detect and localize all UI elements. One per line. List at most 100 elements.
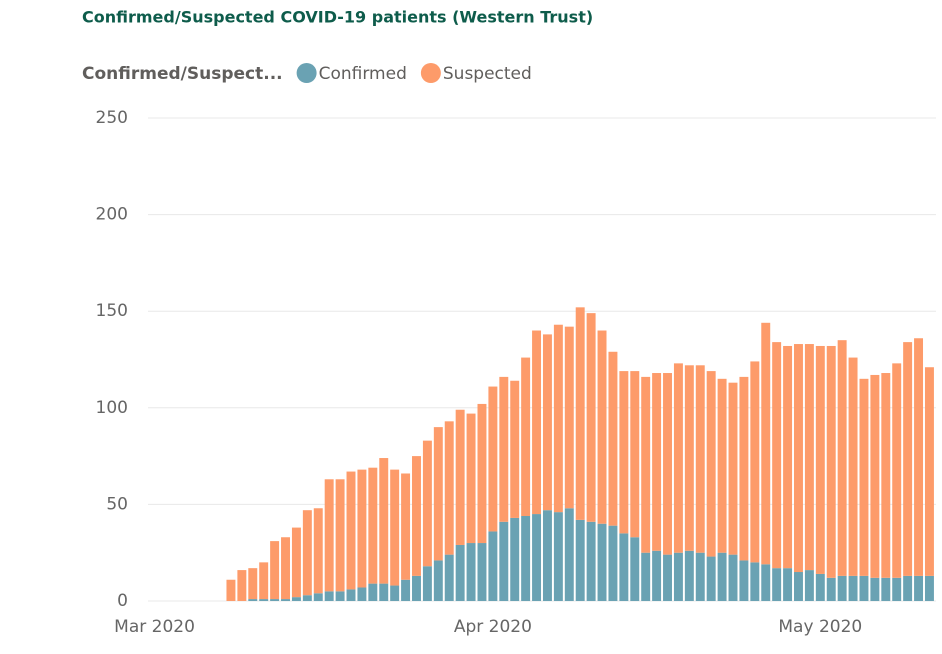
bar-segment [542, 334, 552, 511]
bar-segment [837, 340, 847, 576]
bar-segment [673, 363, 683, 553]
bar-segment [859, 378, 869, 576]
bar-segment [859, 575, 869, 601]
bar-segment [761, 322, 771, 565]
bar-segment [564, 326, 574, 509]
bar-segment [924, 575, 934, 601]
bar-segment [924, 367, 934, 576]
bar-segment [575, 519, 585, 601]
bar-segment [291, 527, 301, 598]
bar-segment [390, 469, 400, 586]
bar-segment [466, 413, 476, 544]
bar-segment [237, 570, 247, 601]
y-tick-label: 100 [96, 398, 128, 418]
bar-segment [281, 599, 290, 601]
bar-segment [914, 338, 924, 576]
bar-segment [259, 599, 269, 601]
bar-segment [684, 365, 694, 551]
bar-segment [455, 409, 465, 545]
legend-marker [296, 63, 317, 83]
bar-segment [379, 583, 389, 601]
bar-segment [553, 324, 563, 513]
bar-segment [346, 471, 356, 590]
bar-segment [761, 564, 771, 601]
legend-label: Confirmed [319, 64, 407, 84]
bar-segment [728, 554, 738, 601]
bar-segment [401, 579, 411, 601]
bar-segment [248, 599, 258, 601]
bar-segment [532, 514, 542, 601]
y-tick-label: 50 [106, 494, 128, 514]
bar-segment [422, 440, 432, 567]
legend-label: Suspected [443, 64, 532, 84]
bar-segment [346, 589, 356, 601]
bar-segment [412, 575, 421, 601]
bar-segment [586, 521, 596, 601]
bar-segment [357, 587, 367, 601]
bar-segment [739, 560, 749, 601]
bar-segment [281, 537, 290, 600]
bar-segment [542, 510, 552, 601]
bar-segment [892, 363, 902, 578]
bar-segment [597, 523, 607, 601]
bar-segment [892, 577, 902, 601]
bar-segment [695, 552, 705, 601]
bar-segment [586, 313, 596, 522]
bar-segment [630, 371, 640, 538]
bar-segment [444, 554, 454, 601]
bar-segment [728, 382, 738, 555]
bar-segment [903, 342, 913, 576]
bar-segment [553, 512, 563, 601]
bar-segment [652, 373, 662, 551]
bar-segment [619, 533, 629, 601]
bar-segment [302, 595, 312, 601]
bar-segment [815, 345, 825, 574]
bar-segment [477, 543, 487, 601]
bar-segment [826, 345, 836, 578]
bar-segment [783, 345, 793, 569]
bar-segment [815, 573, 825, 601]
legend-title: Confirmed/Suspect... [82, 64, 283, 84]
bar-segment [324, 591, 334, 601]
bar-segment [706, 371, 716, 557]
bar-segment [695, 365, 705, 553]
bar-segment [499, 376, 509, 522]
bar-segment [575, 307, 585, 520]
y-tick-label: 250 [96, 108, 128, 128]
bar-segment [488, 531, 498, 601]
bars [226, 307, 934, 601]
bar-segment [499, 521, 509, 601]
bar-segment [564, 508, 574, 601]
bar-segment [804, 344, 814, 571]
bar-segment [379, 458, 389, 584]
bar-segment [794, 344, 803, 573]
bar-segment [368, 467, 378, 584]
bar-segment [433, 560, 443, 601]
bar-segment [772, 342, 782, 569]
bar-segment [739, 376, 749, 561]
bar-segment [630, 537, 640, 601]
bar-segment [422, 566, 432, 601]
bar-segment [302, 510, 312, 596]
bar-segment [248, 568, 258, 600]
bar-segment [357, 469, 367, 588]
bar-segment [772, 568, 782, 601]
bar-segment [335, 591, 345, 601]
bar-segment [324, 479, 334, 592]
bar-segment [826, 577, 836, 601]
bar-segment [837, 575, 847, 601]
bar-segment [794, 572, 803, 601]
bar-segment [652, 550, 662, 601]
bar-segment [313, 593, 323, 601]
bar-segment [433, 427, 443, 561]
bar-segment [903, 575, 913, 601]
bar-segment [335, 479, 345, 592]
chart-title: Confirmed/Suspected COVID-19 patients (W… [82, 8, 593, 27]
bar-segment [226, 579, 236, 601]
bar-segment [663, 373, 672, 555]
y-tick-label: 0 [117, 591, 128, 611]
bar-segment [510, 380, 520, 518]
bar-segment [444, 421, 454, 555]
bar-segment [914, 575, 924, 601]
